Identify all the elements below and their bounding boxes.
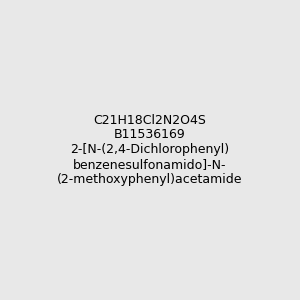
Text: C21H18Cl2N2O4S
B11536169
2-[N-(2,4-Dichlorophenyl)
benzenesulfonamido]-N-
(2-met: C21H18Cl2N2O4S B11536169 2-[N-(2,4-Dichl… — [57, 113, 243, 187]
